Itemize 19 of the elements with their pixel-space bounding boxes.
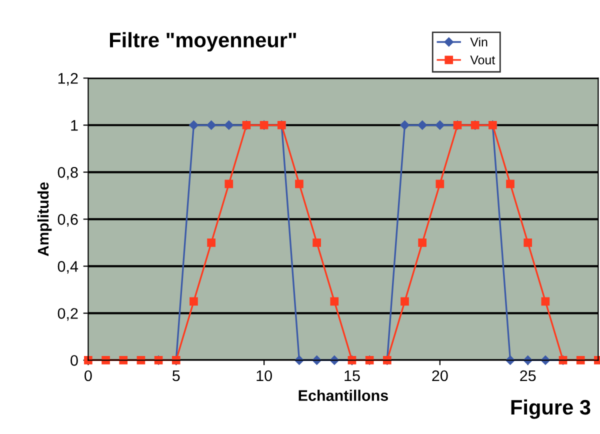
x-tick-label: 15 [344,370,360,382]
x-tick-label: 10 [256,370,272,382]
legend-label: Vin [470,37,488,46]
y-tick-label: 0,6 [58,214,78,227]
y-tick-label: 1,2 [58,72,78,86]
x-axis-title: Echantillons [298,390,388,401]
x-tick-label: 0 [84,370,92,382]
y-tick-label: 1 [71,120,78,131]
legend-label: Vout [470,56,496,64]
x-tick-label: 5 [172,370,180,382]
y-axis-title: Amplitude [37,182,52,256]
y-tick-label: 0,8 [58,167,78,180]
caption: Figure 3 [511,399,590,419]
y-tick-label: 0,2 [58,308,78,321]
y-tick-label: 0 [70,355,78,366]
chart-title: Filtre "moyenneur" [110,32,296,52]
x-tick-label: 20 [432,370,448,382]
y-tick-label: 0,4 [58,261,78,274]
x-tick-label: 25 [520,370,536,382]
